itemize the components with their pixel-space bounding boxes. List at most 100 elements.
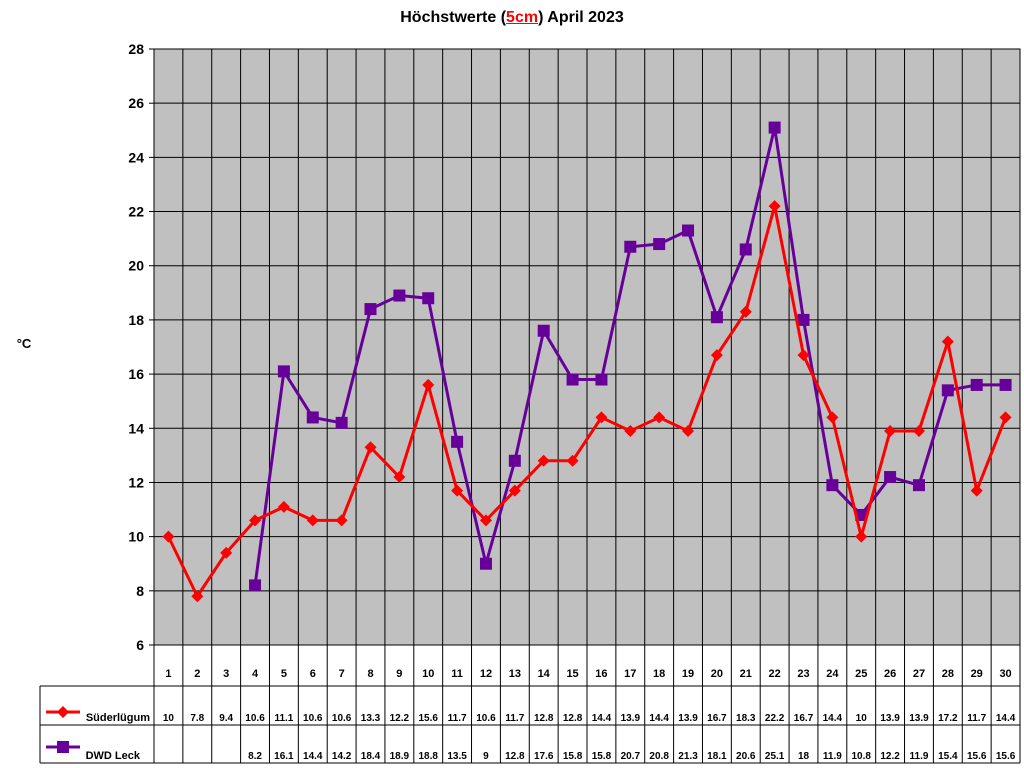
data-point-diamond [710,349,723,362]
data-point-square [768,121,781,134]
y-tick-label: 8 [136,583,144,599]
table-cell: 13.9 [678,713,698,724]
table-cell: 13.9 [621,713,641,724]
data-point-square [537,324,550,337]
data-point-square [884,471,897,484]
table-cell: 15.8 [563,751,583,762]
legend-label: Süderlügum [86,712,150,724]
data-point-square [277,365,290,378]
table-cell: 7.8 [190,713,204,724]
x-tick-label: 11 [451,668,463,680]
table-cell: 14.4 [823,713,843,724]
title-part-2: ) April 2023 [538,9,624,26]
table-cell: 10.6 [303,713,323,724]
table-cell: 16.1 [274,751,294,762]
title-unit: 5cm [506,9,539,26]
table-cell: 11.7 [448,713,467,724]
table-cell: 17.6 [534,751,554,762]
table-cell: 18.4 [361,751,381,762]
x-tick-label: 2 [194,668,200,680]
y-tick-label: 24 [128,149,144,165]
data-point-square [451,435,464,448]
table-cell: 14.4 [996,713,1016,724]
legend-marker-square [57,741,69,753]
x-tick-label: 14 [538,668,551,680]
table-cell: 18.3 [736,713,756,724]
table-cell: 12.2 [390,713,410,724]
data-point-square [710,311,723,324]
table-cell: 12.8 [505,751,525,762]
y-tick-label: 22 [128,204,144,220]
x-tick-label: 19 [682,668,694,680]
data-point-square [566,373,579,386]
y-tick-label: 14 [128,420,144,436]
data-point-square [912,479,925,492]
table-cell: 8.2 [248,751,262,762]
data-point-diamond [884,424,897,437]
table-cell: 14.2 [332,751,352,762]
data-point-square [479,557,492,570]
table-cell: 13.9 [880,713,900,724]
table-cell: 13.5 [447,751,467,762]
table-cell: 25.1 [765,751,785,762]
table-cell: 15.6 [996,751,1016,762]
y-tick-label: 28 [128,41,144,57]
data-point-diamond [855,530,868,543]
data-point-diamond [191,590,204,603]
table-cell: 18 [798,751,810,762]
table-cell: 10.8 [851,751,871,762]
data-point-diamond [306,514,319,527]
x-tick-label: 4 [252,668,259,680]
x-tick-label: 16 [595,668,607,680]
x-tick-label: 12 [480,668,492,680]
y-tick-label: 16 [128,366,144,382]
table-cell: 11.7 [505,713,524,724]
data-point-diamond [826,411,839,424]
data-point-square [393,289,406,302]
table-cell: 15.4 [938,751,958,762]
table-cell: 10.6 [245,713,265,724]
data-point-diamond [537,454,550,467]
y-tick-label: 20 [128,258,144,274]
data-point-diamond [249,514,262,527]
table-cell: 10 [163,713,175,724]
data-point-square [682,224,695,237]
data-point-square [999,378,1012,391]
x-tick-label: 10 [422,668,434,680]
data-point-square [508,454,521,467]
x-tick-label: 5 [281,668,287,680]
data-point-diamond [220,546,233,559]
table-cell: 9.4 [219,713,233,724]
table-cell: 9 [483,751,489,762]
data-point-diamond [508,484,521,497]
table-cell: 20.6 [736,751,756,762]
x-tick-label: 30 [999,668,1011,680]
table-cell: 12.8 [534,713,554,724]
data-point-diamond [364,441,377,454]
data-point-diamond [393,471,406,484]
table-cell: 15.8 [592,751,612,762]
table-cell: 20.8 [649,751,669,762]
x-tick-label: 25 [855,668,867,680]
data-point-diamond [422,378,435,391]
data-point-square [739,243,752,256]
table-cell: 14.4 [592,713,612,724]
y-tick-label: 6 [136,637,144,653]
y-tick-label: 10 [128,529,144,545]
x-tick-label: 7 [339,668,345,680]
x-tick-label: 6 [310,668,316,680]
table-cell: 11.7 [967,713,986,724]
data-point-square [422,292,435,305]
data-point-square [826,479,839,492]
data-point-diamond [739,305,752,318]
x-tick-label: 28 [942,668,954,680]
data-point-diamond [277,500,290,513]
table-cell: 13.3 [361,713,381,724]
x-tick-label: 15 [566,668,578,680]
data-point-square [249,579,262,592]
data-point-diamond [653,411,666,424]
y-axis-label: °C [16,336,32,351]
data-point-square [797,313,810,326]
x-tick-label: 8 [367,668,373,680]
